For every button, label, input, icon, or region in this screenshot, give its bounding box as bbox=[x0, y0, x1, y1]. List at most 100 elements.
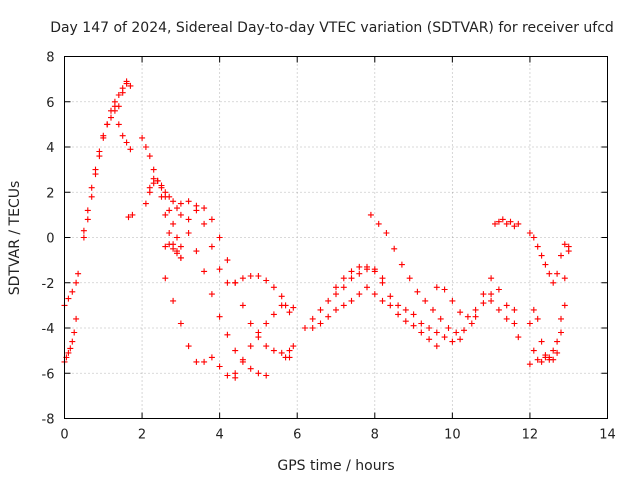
data-point bbox=[507, 218, 514, 225]
series-sat-o bbox=[282, 343, 297, 361]
x-tick-label: 0 bbox=[60, 428, 68, 443]
data-point bbox=[170, 297, 177, 304]
data-point bbox=[340, 302, 347, 309]
y-axis-label: SDTVAR / TECUs bbox=[7, 181, 23, 296]
data-point bbox=[119, 89, 126, 96]
data-point bbox=[317, 320, 324, 327]
data-point bbox=[216, 234, 223, 241]
data-point bbox=[441, 334, 448, 341]
data-point bbox=[69, 288, 76, 295]
data-point bbox=[193, 207, 200, 214]
data-point bbox=[125, 214, 132, 221]
data-point bbox=[379, 279, 386, 286]
data-point bbox=[239, 275, 246, 282]
data-point bbox=[561, 241, 568, 248]
series-sat-r bbox=[333, 263, 464, 345]
data-point bbox=[208, 354, 215, 361]
data-point bbox=[480, 300, 487, 307]
series-sat-k bbox=[162, 275, 239, 381]
data-point bbox=[146, 153, 153, 160]
series-sat-p bbox=[302, 266, 386, 331]
data-point bbox=[445, 325, 452, 331]
data-point bbox=[391, 245, 398, 252]
data-point bbox=[395, 311, 402, 318]
series-sat-v bbox=[492, 216, 522, 230]
data-point bbox=[185, 216, 192, 223]
data-point bbox=[402, 306, 409, 313]
data-point bbox=[422, 297, 429, 304]
data-point bbox=[208, 291, 215, 298]
data-point bbox=[495, 218, 502, 225]
data-point bbox=[468, 320, 475, 327]
data-point bbox=[247, 365, 254, 372]
data-point bbox=[495, 306, 502, 313]
data-point bbox=[410, 311, 417, 318]
data-point bbox=[278, 349, 285, 356]
data-point bbox=[495, 286, 502, 293]
data-point bbox=[546, 270, 553, 277]
data-point bbox=[174, 250, 180, 257]
data-point bbox=[558, 329, 564, 336]
series-sat-g bbox=[139, 134, 184, 261]
data-point bbox=[166, 230, 173, 236]
data-point bbox=[387, 293, 394, 300]
data-point bbox=[270, 347, 277, 354]
data-point bbox=[88, 193, 95, 200]
data-point bbox=[139, 134, 146, 141]
data-point bbox=[503, 302, 510, 309]
data-point bbox=[526, 320, 533, 327]
data-point bbox=[290, 343, 297, 350]
plot-frame bbox=[64, 56, 608, 419]
data-point bbox=[146, 189, 153, 196]
x-tick-label: 12 bbox=[522, 428, 539, 443]
data-point bbox=[193, 248, 200, 255]
data-point bbox=[185, 198, 192, 205]
data-point bbox=[177, 211, 184, 218]
data-point bbox=[270, 284, 277, 291]
data-point bbox=[383, 230, 390, 236]
data-point bbox=[561, 302, 568, 309]
data-point bbox=[367, 211, 374, 218]
data-point bbox=[123, 78, 130, 85]
data-point bbox=[255, 370, 262, 377]
data-point bbox=[75, 270, 82, 277]
data-point bbox=[426, 325, 433, 331]
chart-title: Day 147 of 2024, Sidereal Day-to-day VTE… bbox=[50, 20, 614, 36]
data-point bbox=[437, 315, 444, 322]
data-point bbox=[526, 361, 533, 368]
data-point bbox=[73, 315, 80, 322]
data-point bbox=[511, 223, 518, 230]
data-point bbox=[550, 279, 557, 286]
data-point bbox=[201, 205, 208, 212]
data-point bbox=[162, 243, 169, 250]
data-point bbox=[538, 252, 545, 259]
data-point bbox=[166, 207, 173, 214]
data-point bbox=[554, 349, 561, 356]
data-point bbox=[224, 372, 231, 379]
data-point bbox=[263, 277, 270, 284]
y-tick-label: 0 bbox=[46, 232, 54, 247]
data-points bbox=[61, 78, 572, 381]
data-point bbox=[340, 275, 347, 282]
data-point bbox=[263, 320, 270, 327]
y-tick-label: -4 bbox=[42, 322, 55, 337]
data-point bbox=[418, 320, 425, 327]
data-point bbox=[216, 363, 223, 370]
data-point bbox=[371, 291, 378, 298]
data-point bbox=[232, 347, 239, 354]
data-point bbox=[263, 372, 270, 379]
data-point bbox=[340, 284, 347, 291]
data-point bbox=[492, 220, 498, 227]
data-point bbox=[309, 325, 316, 331]
data-point bbox=[414, 288, 421, 295]
data-point bbox=[174, 205, 180, 212]
data-point bbox=[154, 177, 161, 184]
data-point bbox=[503, 315, 510, 322]
x-tick-label: 8 bbox=[371, 428, 379, 443]
series-sat-w bbox=[488, 297, 518, 322]
data-point bbox=[142, 144, 149, 150]
data-point bbox=[538, 338, 545, 345]
data-point bbox=[433, 329, 440, 336]
data-point bbox=[247, 343, 254, 350]
data-point bbox=[398, 261, 405, 268]
